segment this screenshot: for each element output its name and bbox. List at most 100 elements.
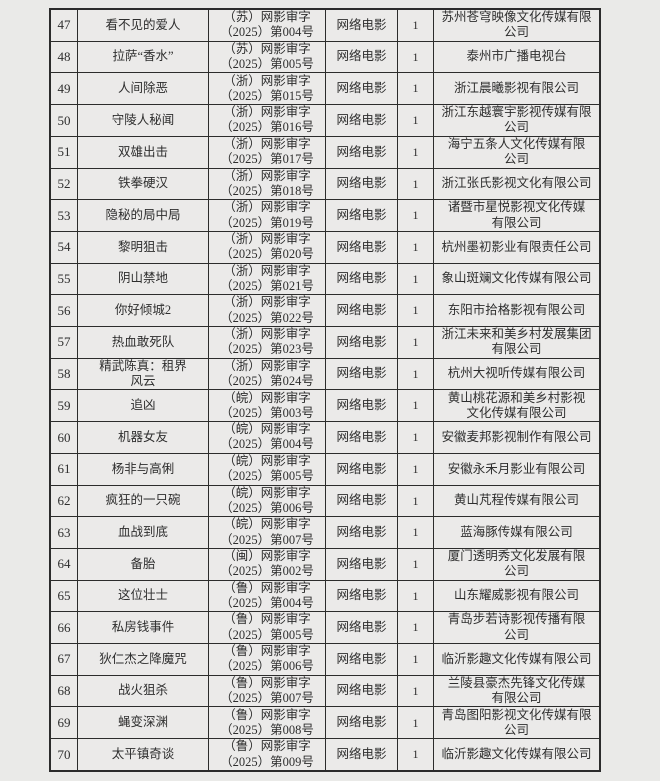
cell-index: 63: [57, 524, 71, 540]
cell-license-number: （浙）网影审字 （2025）第018号: [208, 168, 325, 200]
cell-episode-count: 1: [397, 675, 433, 707]
cell-category: 网络电影: [325, 580, 397, 612]
cell-index: 51: [57, 144, 71, 160]
table-row: 62 疯狂的一只碗 （皖）网影审字 （2025）第006号 网络电影 1 黄山芃…: [51, 484, 599, 517]
cell-title: 人间除恶: [77, 73, 208, 105]
cell-category: 网络电影: [325, 739, 397, 770]
cell-title: 这位壮士: [77, 580, 208, 612]
cell-index: 48: [57, 49, 71, 65]
table-row: 66 私房钱事件 （鲁）网影审字 （2025）第005号 网络电影 1 青岛步若…: [51, 611, 599, 644]
table-row: 51 双雄出击 （浙）网影审字 （2025）第017号 网络电影 1 海宁五条人…: [51, 135, 599, 168]
table-row: 58 精武陈真：租界 风云 （浙）网影审字 （2025）第024号 网络电影 1…: [51, 357, 599, 390]
table-row: 56 你好倾城2 （浙）网影审字 （2025）第022号 网络电影 1 东阳市拾…: [51, 294, 599, 327]
cell-production-company: 象山斑斓文化传媒有限公司: [433, 263, 599, 295]
cell-title: 隐秘的局中局: [77, 200, 208, 231]
cell-production-company: 海宁五条人文化传媒有限 公司: [433, 136, 599, 168]
cell-license-number: （浙）网影审字 （2025）第019号: [208, 200, 325, 231]
table-row: 65 这位壮士 （鲁）网影审字 （2025）第004号 网络电影 1 山东耀威影…: [51, 579, 599, 612]
cell-category: 网络电影: [325, 612, 397, 644]
cell-title: 杨非与高俐: [77, 453, 208, 485]
cell-production-company: 诸暨市星悦影视文化传媒 有限公司: [433, 200, 599, 231]
cell-category: 网络电影: [325, 707, 397, 739]
cell-index: 69: [57, 714, 71, 730]
cell-episode-count: 1: [397, 200, 433, 231]
cell-category: 网络电影: [325, 73, 397, 105]
cell-production-company: 青岛步若诗影视传播有限 公司: [433, 612, 599, 644]
cell-index: 54: [57, 239, 71, 255]
cell-production-company: 厦门透明秀文化发展有限 公司: [433, 548, 599, 580]
cell-license-number: （皖）网影审字 （2025）第005号: [208, 453, 325, 485]
cell-production-company: 杭州墨初影业有限责任公司: [433, 231, 599, 263]
cell-category: 网络电影: [325, 485, 397, 517]
cell-index: 67: [57, 651, 71, 667]
cell-license-number: （浙）网影审字 （2025）第024号: [208, 358, 325, 390]
cell-license-number: （浙）网影审字 （2025）第023号: [208, 327, 325, 358]
cell-license-number: （鲁）网影审字 （2025）第005号: [208, 612, 325, 644]
cell-category: 网络电影: [325, 41, 397, 73]
table-row: 57 热血敢死队 （浙）网影审字 （2025）第023号 网络电影 1 浙江未来…: [51, 326, 599, 358]
table-row: 55 阴山禁地 （浙）网影审字 （2025）第021号 网络电影 1 象山斑斓文…: [51, 262, 599, 295]
cell-episode-count: 1: [397, 485, 433, 517]
table-row: 63 血战到底 （皖）网影审字 （2025）第007号 网络电影 1 蓝海豚传媒…: [51, 516, 599, 548]
cell-title: 你好倾城2: [77, 295, 208, 327]
cell-production-company: 浙江晨曦影视有限公司: [433, 73, 599, 105]
cell-production-company: 浙江东越寰宇影视传媒有限 公司: [433, 105, 599, 136]
cell-index: 70: [57, 746, 71, 762]
table-row: 67 狄仁杰之降魔咒 （鲁）网影审字 （2025）第006号 网络电影 1 临沂…: [51, 643, 599, 675]
cell-license-number: （鲁）网影审字 （2025）第008号: [208, 707, 325, 739]
cell-index: 53: [57, 207, 71, 223]
cell-production-company: 杭州大视听传媒有限公司: [433, 358, 599, 390]
cell-episode-count: 1: [397, 10, 433, 41]
cell-production-company: 山东耀威影视有限公司: [433, 580, 599, 612]
cell-title: 血战到底: [77, 517, 208, 548]
cell-title: 拉萨“香水”: [77, 41, 208, 73]
cell-category: 网络电影: [325, 422, 397, 453]
cell-index: 57: [57, 334, 71, 350]
cell-category: 网络电影: [325, 327, 397, 358]
cell-license-number: （鲁）网影审字 （2025）第006号: [208, 644, 325, 675]
table-row: 49 人间除恶 （浙）网影审字 （2025）第015号 网络电影 1 浙江晨曦影…: [51, 72, 599, 105]
cell-production-company: 黄山芃程传媒有限公司: [433, 485, 599, 517]
cell-license-number: （鲁）网影审字 （2025）第009号: [208, 739, 325, 770]
film-approval-table: 47 看不见的爱人 （苏）网影审字 （2025）第004号 网络电影 1 苏州苍…: [49, 8, 601, 772]
cell-title: 热血敢死队: [77, 327, 208, 358]
table-row: 61 杨非与高俐 （皖）网影审字 （2025）第005号 网络电影 1 安徽永禾…: [51, 452, 599, 485]
cell-index: 50: [57, 112, 71, 128]
table-row: 52 铁拳硬汉 （浙）网影审字 （2025）第018号 网络电影 1 浙江张氏影…: [51, 167, 599, 200]
cell-category: 网络电影: [325, 390, 397, 422]
cell-episode-count: 1: [397, 548, 433, 580]
cell-episode-count: 1: [397, 168, 433, 200]
cell-title: 机器女友: [77, 422, 208, 453]
cell-production-company: 安徽永禾月影业有限公司: [433, 453, 599, 485]
cell-category: 网络电影: [325, 200, 397, 231]
cell-license-number: （鲁）网影审字 （2025）第007号: [208, 675, 325, 707]
cell-title: 疯狂的一只碗: [77, 485, 208, 517]
cell-index: 56: [57, 302, 71, 318]
cell-production-company: 苏州苍穹映像文化传媒有限 公司: [433, 10, 599, 41]
cell-episode-count: 1: [397, 580, 433, 612]
table-row: 70 太平镇奇谈 （鲁）网影审字 （2025）第009号 网络电影 1 临沂影趣…: [51, 738, 599, 770]
cell-production-company: 临沂影趣文化传媒有限公司: [433, 739, 599, 770]
cell-license-number: （闽）网影审字 （2025）第002号: [208, 548, 325, 580]
cell-index: 47: [57, 17, 71, 33]
cell-title: 精武陈真：租界 风云: [77, 358, 208, 390]
cell-index: 68: [57, 683, 71, 699]
cell-title: 战火狙杀: [77, 675, 208, 707]
cell-index: 62: [57, 492, 71, 508]
cell-license-number: （皖）网影审字 （2025）第003号: [208, 390, 325, 422]
table-row: 54 黎明狙击 （浙）网影审字 （2025）第020号 网络电影 1 杭州墨初影…: [51, 230, 599, 263]
cell-license-number: （浙）网影审字 （2025）第021号: [208, 263, 325, 295]
cell-production-company: 浙江未来和美乡村发展集团 有限公司: [433, 327, 599, 358]
cell-title: 私房钱事件: [77, 612, 208, 644]
cell-license-number: （皖）网影审字 （2025）第007号: [208, 517, 325, 548]
cell-category: 网络电影: [325, 358, 397, 390]
cell-title: 阴山禁地: [77, 263, 208, 295]
cell-title: 铁拳硬汉: [77, 168, 208, 200]
table-row: 50 守陵人秘闻 （浙）网影审字 （2025）第016号 网络电影 1 浙江东越…: [51, 104, 599, 136]
cell-index: 60: [57, 429, 71, 445]
cell-production-company: 青岛图阳影视文化传媒有限 公司: [433, 707, 599, 739]
cell-category: 网络电影: [325, 644, 397, 675]
cell-production-company: 临沂影趣文化传媒有限公司: [433, 644, 599, 675]
cell-episode-count: 1: [397, 707, 433, 739]
cell-episode-count: 1: [397, 612, 433, 644]
